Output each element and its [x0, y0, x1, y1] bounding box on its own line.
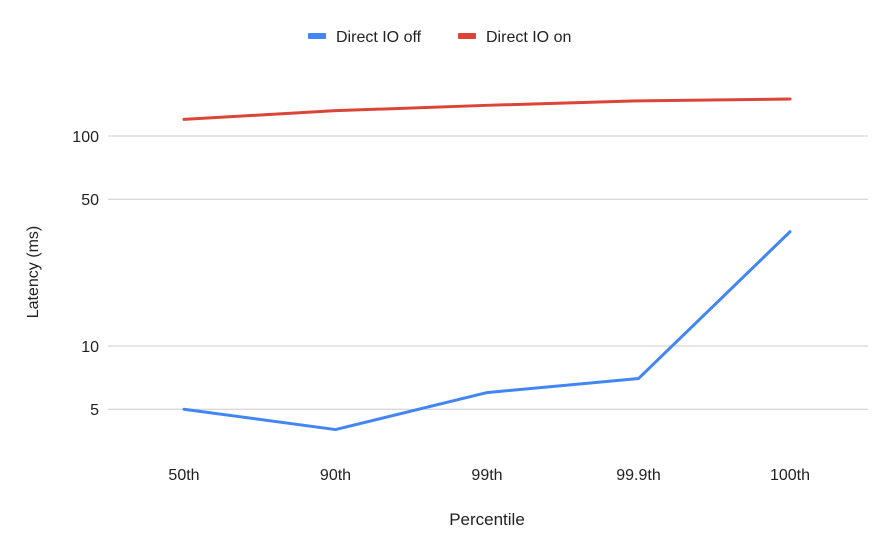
series-lines: [182, 97, 792, 432]
x-tick-label-99th: 99th: [471, 467, 502, 484]
x-axis-title: Percentile: [449, 510, 525, 529]
y-tick-label-5: 5: [90, 402, 99, 419]
x-tick-label-99-9th: 99.9th: [616, 467, 660, 484]
series-line-direct-io-off: [182, 230, 792, 432]
y-axis-ticks: 5 10 50 100: [72, 129, 99, 419]
legend-label-direct-io-on: Direct IO on: [486, 29, 571, 46]
legend-swatch-direct-io-off: [308, 33, 326, 39]
legend-swatch-direct-io-on: [458, 33, 476, 39]
legend-label-direct-io-off: Direct IO off: [336, 29, 422, 46]
series-line-direct-io-on: [182, 97, 792, 121]
y-tick-label-50: 50: [81, 192, 99, 209]
x-tick-label-90th: 90th: [320, 467, 351, 484]
y-tick-label-100: 100: [72, 129, 99, 146]
x-axis-ticks: 50th 90th 99th 99.9th 100th: [168, 467, 810, 484]
y-axis-title: Latency (ms): [25, 226, 42, 318]
legend: Direct IO off Direct IO on: [308, 29, 571, 46]
x-tick-label-50th: 50th: [168, 467, 199, 484]
x-tick-label-100th: 100th: [770, 467, 810, 484]
y-tick-label-10: 10: [81, 339, 99, 356]
grid-lines: [108, 135, 868, 410]
